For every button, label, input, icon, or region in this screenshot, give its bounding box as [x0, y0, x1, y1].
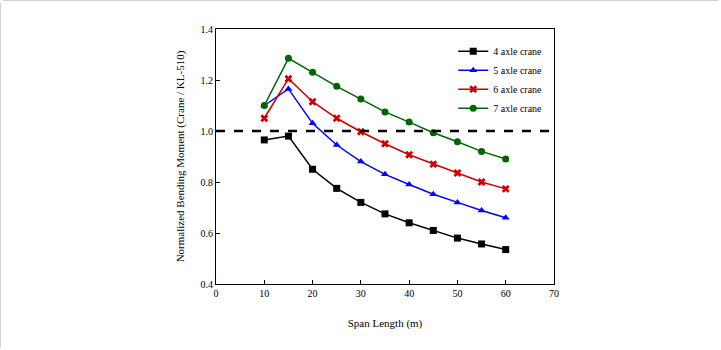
svg-text:7 axle crane: 7 axle crane [493, 103, 542, 114]
svg-text:50: 50 [452, 288, 462, 299]
svg-text:1.0: 1.0 [201, 126, 214, 137]
svg-text:60: 60 [501, 288, 511, 299]
svg-text:40: 40 [404, 288, 414, 299]
svg-text:5 axle crane: 5 axle crane [493, 65, 542, 76]
svg-text:70: 70 [549, 288, 559, 299]
svg-text:4 axle crane: 4 axle crane [493, 46, 542, 57]
svg-text:0.6: 0.6 [201, 228, 214, 239]
svg-text:Span Length (m): Span Length (m) [348, 317, 423, 330]
svg-text:6 axle crane: 6 axle crane [493, 84, 542, 95]
svg-text:30: 30 [356, 288, 366, 299]
svg-text:0.8: 0.8 [201, 177, 214, 188]
svg-text:0: 0 [214, 288, 219, 299]
svg-text:1.2: 1.2 [201, 75, 214, 86]
svg-text:1.4: 1.4 [201, 24, 214, 35]
svg-text:10: 10 [259, 288, 269, 299]
svg-text:Normalized Bending Moment (Cra: Normalized Bending Moment (Crane / KL-51… [174, 50, 187, 262]
svg-text:20: 20 [308, 288, 318, 299]
svg-text:0.4: 0.4 [201, 279, 214, 290]
